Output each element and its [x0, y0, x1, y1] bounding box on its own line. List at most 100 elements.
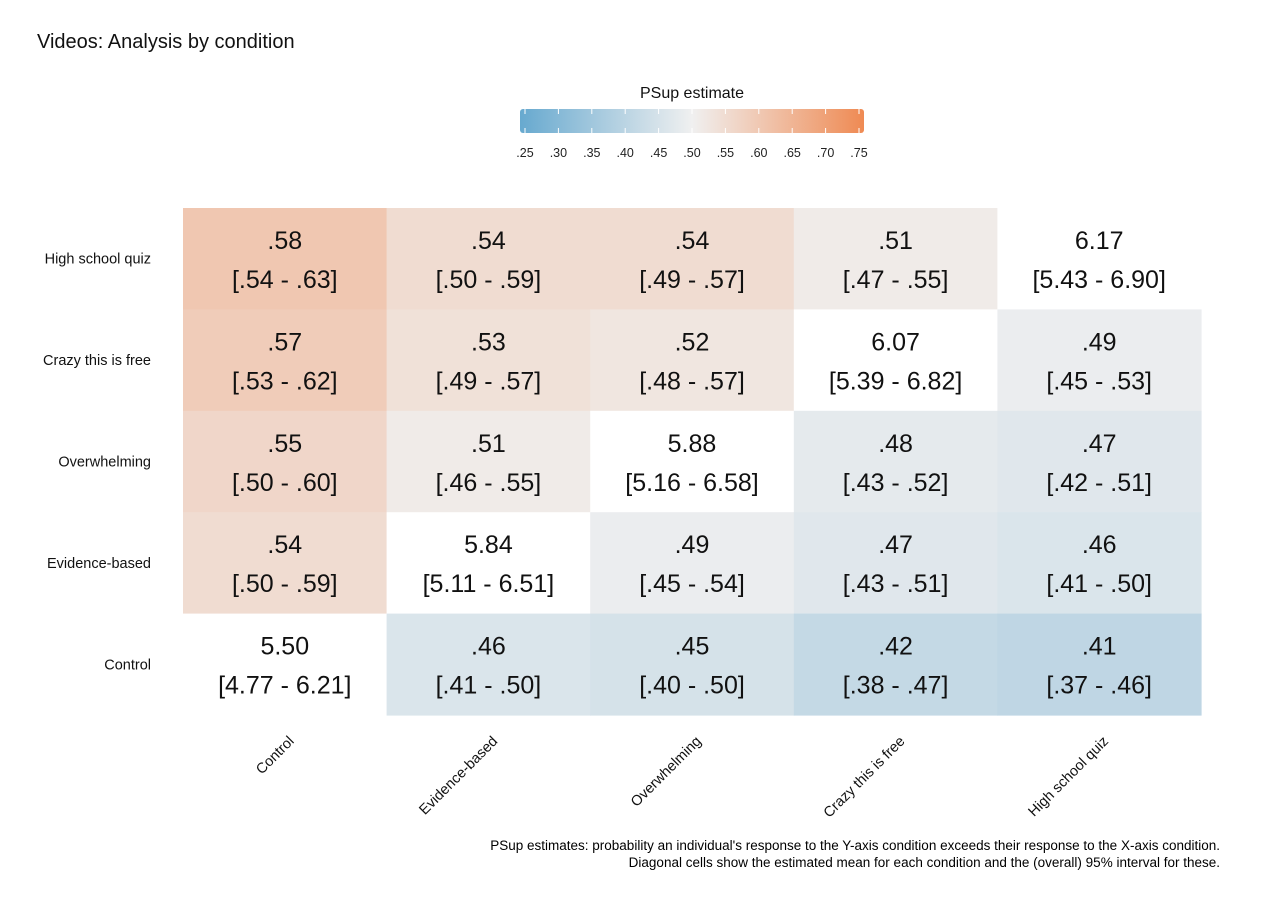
heatmap-cell: .57 [.53 - .62]	[183, 309, 388, 412]
legend-title: PSup estimate	[640, 85, 744, 102]
heatmap-cell: .46 [.41 - .50]	[386, 613, 591, 716]
x-axis-labels: Control Evidence-based Overwhelming Crazy t…	[253, 734, 1112, 822]
heatmap-cell: 5.84 [5.11 - 6.51]	[386, 512, 591, 615]
cell-interval-label: [5.43 - 6.90]	[1032, 266, 1165, 294]
x-axis-tick-label: Evidence-based	[416, 734, 501, 819]
heatmap-cell: .49 [.45 - .54]	[590, 512, 795, 615]
cell-value-label: .47	[878, 531, 913, 559]
heatmap-cell: .52 [.48 - .57]	[590, 309, 795, 412]
cell-background	[183, 410, 388, 513]
cell-interval-label: [.47 - .55]	[843, 266, 949, 294]
cell-interval-label: [.53 - .62]	[232, 367, 338, 395]
cell-interval-label: [.54 - .63]	[232, 266, 338, 294]
cell-value-label: 5.84	[464, 531, 513, 559]
cell-background	[793, 208, 998, 310]
cell-value-label: .46	[1082, 531, 1117, 559]
cell-value-label: .41	[1082, 633, 1117, 661]
cell-background	[590, 512, 795, 615]
chart-title: Videos: Analysis by condition	[37, 31, 295, 53]
cell-value-label: .53	[471, 328, 506, 356]
cell-value-label: .54	[675, 227, 710, 255]
cell-background	[183, 512, 388, 615]
cell-interval-label: [.43 - .51]	[843, 570, 949, 598]
cell-background	[793, 512, 998, 615]
heatmap-cell: .54 [.50 - .59]	[183, 512, 388, 615]
cell-background	[793, 410, 998, 513]
cell-background	[997, 208, 1202, 310]
caption-line-1: PSup estimates: probability an individua…	[490, 838, 1220, 853]
legend-tick-label: .40	[617, 146, 634, 160]
cell-value-label: .58	[267, 227, 302, 255]
legend-tick-label: .55	[717, 146, 734, 160]
heatmap-cell: .55 [.50 - .60]	[183, 410, 388, 513]
heatmap-cell: .49 [.45 - .53]	[997, 309, 1202, 412]
legend-tick-label: .30	[550, 146, 567, 160]
cell-value-label: .54	[267, 531, 302, 559]
legend-tick-label: .50	[683, 146, 700, 160]
cell-background	[183, 309, 388, 412]
cell-value-label: .45	[675, 633, 710, 661]
cell-background	[386, 309, 591, 412]
cell-interval-label: [.49 - .57]	[639, 266, 745, 294]
heatmap-cell: .45 [.40 - .50]	[590, 613, 795, 716]
cell-background	[997, 410, 1202, 513]
cell-value-label: 5.88	[668, 430, 717, 458]
heatmap-cell: .47 [.42 - .51]	[997, 410, 1202, 513]
cell-background	[183, 613, 388, 716]
heatmap-cell: .51 [.46 - .55]	[386, 410, 591, 513]
cell-value-label: .47	[1082, 430, 1117, 458]
cell-interval-label: [.37 - .46]	[1046, 672, 1152, 700]
cell-interval-label: [.42 - .51]	[1046, 469, 1152, 497]
caption-line-2: Diagonal cells show the estimated mean f…	[628, 855, 1220, 870]
cell-background	[386, 410, 591, 513]
heatmap-cell: .42 [.38 - .47]	[793, 613, 998, 716]
legend-tick-label: .65	[784, 146, 801, 160]
cell-interval-label: [5.16 - 6.58]	[625, 469, 758, 497]
legend-tick-label: .35	[583, 146, 600, 160]
y-axis-tick-label: High school quiz	[45, 252, 151, 268]
cell-interval-label: [5.11 - 6.51]	[423, 570, 555, 598]
cell-value-label: .48	[878, 430, 913, 458]
cell-value-label: .57	[267, 328, 302, 356]
y-axis-tick-label: Crazy this is free	[43, 353, 151, 369]
legend-tick-label: .25	[516, 146, 533, 160]
cell-interval-label: [.49 - .57]	[436, 367, 542, 395]
heatmap-cell: .58 [.54 - .63]	[183, 208, 388, 310]
cell-interval-label: [.45 - .54]	[639, 570, 745, 598]
cell-interval-label: [.50 - .59]	[232, 570, 338, 598]
cell-interval-label: [.41 - .50]	[436, 672, 542, 700]
cell-background	[997, 512, 1202, 615]
heatmap-cell: .54 [.49 - .57]	[590, 208, 795, 310]
cell-background	[793, 309, 998, 412]
cell-interval-label: [.45 - .53]	[1046, 367, 1152, 395]
cell-value-label: .54	[471, 227, 506, 255]
heatmap-cell: .54 [.50 - .59]	[386, 208, 591, 310]
legend: PSup estimate .25 .30 .35 .40 .45 .50 .55 .60 .65…	[516, 85, 867, 160]
cell-interval-label: [.38 - .47]	[843, 672, 949, 700]
x-axis-tick-label: Overwhelming	[628, 734, 705, 811]
heatmap-cell: .48 [.43 - .52]	[793, 410, 998, 513]
cell-interval-label: [.46 - .55]	[436, 469, 542, 497]
cell-background	[386, 512, 591, 615]
legend-tick-label: .45	[650, 146, 667, 160]
cell-interval-label: [4.77 - 6.21]	[218, 672, 351, 700]
cell-value-label: .49	[675, 531, 710, 559]
cell-background	[590, 613, 795, 716]
cell-interval-label: [.41 - .50]	[1046, 570, 1152, 598]
legend-tick-label: .70	[817, 146, 834, 160]
cell-background	[590, 309, 795, 412]
x-axis-tick-label: Control	[253, 734, 297, 778]
cell-background	[590, 208, 795, 310]
cell-background	[997, 613, 1202, 716]
cell-interval-label: [.50 - .59]	[436, 266, 542, 294]
heatmap-cell: .47 [.43 - .51]	[793, 512, 998, 615]
cell-background	[997, 309, 1202, 412]
cell-background	[590, 410, 795, 513]
cell-background	[793, 613, 998, 716]
y-axis-tick-label: Overwhelming	[58, 455, 151, 471]
legend-colorbar	[520, 109, 864, 133]
legend-tick-label: .60	[750, 146, 767, 160]
cell-interval-label: [5.39 - 6.82]	[829, 367, 962, 395]
cell-interval-label: [.43 - .52]	[843, 469, 949, 497]
